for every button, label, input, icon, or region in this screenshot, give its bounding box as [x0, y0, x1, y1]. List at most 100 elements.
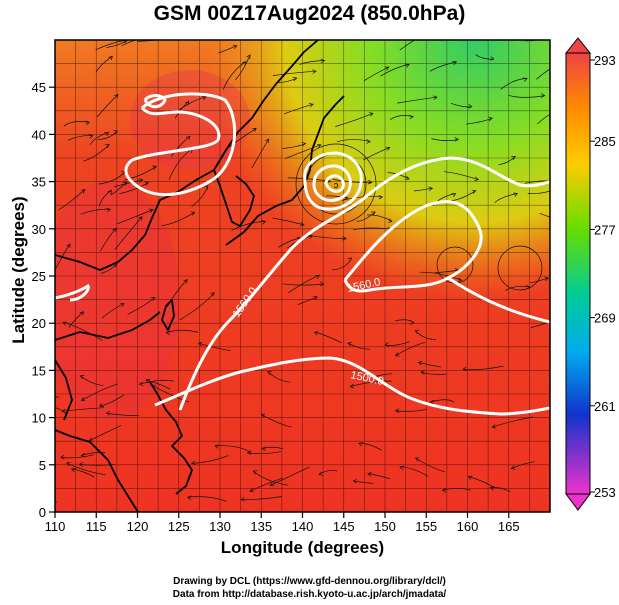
- streamline-arrow: [246, 450, 252, 455]
- streamline-arrow: [62, 321, 68, 326]
- streamline: [362, 147, 390, 161]
- streamline: [442, 488, 472, 491]
- streamline-arrow: [342, 236, 347, 241]
- streamline: [353, 480, 374, 484]
- streamline-arrow: [462, 366, 467, 372]
- streamline-arrow: [431, 28, 435, 32]
- streamline: [492, 416, 534, 428]
- x-tick-label: 165: [498, 519, 520, 534]
- streamline: [251, 138, 270, 169]
- streamline: [215, 445, 252, 453]
- streamline: [116, 209, 154, 225]
- streamline: [100, 263, 118, 274]
- streamline: [524, 180, 550, 184]
- streamline: [79, 375, 104, 386]
- streamline: [527, 190, 550, 194]
- y-tick-label: 30: [32, 222, 46, 237]
- streamline: [80, 208, 111, 215]
- streamline: [399, 40, 416, 51]
- streamline: [222, 61, 246, 90]
- streamline-arrow: [320, 281, 325, 287]
- x-tick-label: 125: [168, 519, 190, 534]
- streamline: [415, 457, 445, 473]
- streamline: [397, 96, 438, 104]
- streamline: [389, 115, 414, 120]
- streamline-arrow: [489, 56, 495, 61]
- x-tick-label: 110: [45, 519, 66, 534]
- streamline-arrow: [320, 58, 326, 64]
- x-tick-label: 115: [86, 519, 107, 534]
- streamline: [494, 193, 518, 203]
- streamline: [249, 477, 283, 492]
- streamline-arrow: [190, 460, 196, 465]
- contour-north: [124, 92, 237, 197]
- streamline: [83, 144, 110, 162]
- streamline: [539, 212, 550, 218]
- streamline-arrow: [315, 274, 320, 279]
- streamline-arrow: [394, 352, 400, 357]
- colorbar-bottom-arrow: [565, 493, 591, 511]
- streamline-arrow: [405, 175, 410, 181]
- streamline: [68, 311, 84, 328]
- streamline-arrow: [562, 181, 566, 185]
- x-tick-label: 160: [457, 519, 479, 534]
- contour-low-ring-inner: [324, 174, 345, 193]
- streamline-arrow: [70, 468, 76, 473]
- streamline: [418, 362, 442, 368]
- streamline: [161, 211, 195, 227]
- streamline: [89, 132, 109, 145]
- streamline-arrow: [252, 127, 257, 132]
- streamline-arrow: [79, 311, 85, 316]
- streamline: [413, 187, 433, 192]
- streamline-arrow: [316, 143, 322, 149]
- streamline-arrow: [61, 408, 66, 414]
- contour-1560-east: [343, 200, 483, 293]
- streamline-arrow: [409, 114, 414, 120]
- streamline-arrow: [186, 135, 191, 140]
- streamline: [168, 148, 193, 180]
- colorbar-ticks: 293 285 277 269 261 253: [590, 53, 616, 500]
- streamline-arrow: [249, 487, 254, 493]
- streamline-arrow: [246, 54, 251, 60]
- streamline: [272, 217, 304, 226]
- streamline: [420, 371, 447, 375]
- y-tick-label: 45: [32, 80, 46, 95]
- streamline: [367, 473, 391, 480]
- streamline: [191, 455, 229, 464]
- x-tick-label: 140: [292, 519, 314, 534]
- streamline-arrow: [510, 465, 516, 470]
- streamline-arrow: [522, 77, 528, 82]
- streamline-arrow: [124, 40, 128, 43]
- streamline-arrow: [368, 179, 373, 185]
- streamline-arrow: [384, 342, 390, 347]
- streamline-arrow: [265, 138, 270, 144]
- streamline-arrow: [197, 341, 203, 347]
- streamline: [95, 56, 113, 73]
- streamline-arrow: [252, 470, 258, 475]
- streamline-arrow: [186, 495, 192, 500]
- streamline-arrow: [312, 69, 317, 74]
- streamline-arrow: [491, 424, 497, 429]
- streamline: [110, 181, 128, 196]
- streamline: [399, 466, 429, 477]
- y-tick-label: 25: [32, 269, 46, 284]
- streamline: [465, 117, 493, 125]
- streamline-arrow: [138, 216, 143, 221]
- streamline-arrow: [420, 370, 425, 375]
- streamline: [66, 462, 106, 476]
- streamline: [261, 414, 292, 428]
- streamline: [347, 342, 371, 350]
- streamline-arrow: [104, 131, 110, 137]
- streamline: [262, 446, 283, 450]
- streamline-arrow: [544, 276, 549, 282]
- streamline-arrow: [214, 444, 220, 449]
- streamline-arrow: [165, 330, 170, 335]
- streamline-arrow: [183, 278, 188, 284]
- streamline: [71, 468, 95, 478]
- contour-west: [55, 283, 90, 302]
- streamline: [119, 182, 149, 194]
- streamline-arrow: [371, 211, 376, 216]
- streamline: [314, 331, 342, 344]
- streamline-arrow: [210, 292, 215, 297]
- streamline: [508, 94, 545, 98]
